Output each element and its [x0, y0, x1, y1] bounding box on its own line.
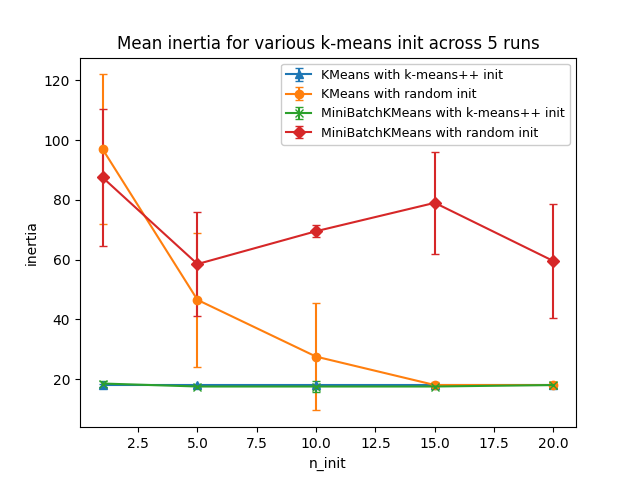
- X-axis label: n_init: n_init: [309, 456, 347, 470]
- Title: Mean inertia for various k-means init across 5 runs: Mean inertia for various k-means init ac…: [116, 35, 540, 53]
- Y-axis label: inertia: inertia: [24, 220, 38, 265]
- Legend: KMeans with k-means++ init, KMeans with random init, MiniBatchKMeans with k-mean: KMeans with k-means++ init, KMeans with …: [281, 64, 570, 144]
